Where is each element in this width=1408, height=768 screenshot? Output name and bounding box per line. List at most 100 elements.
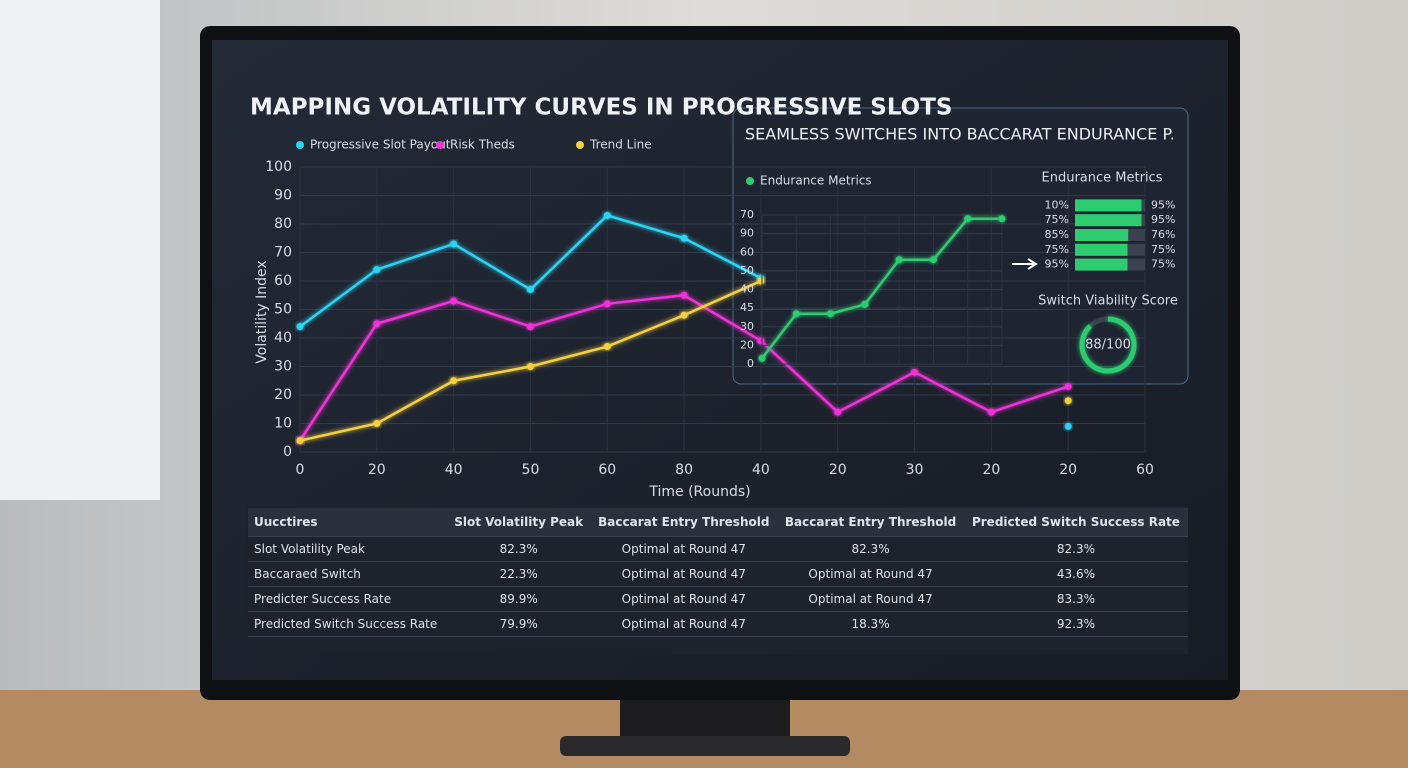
chart-title: MAPPING VOLATILITY CURVES IN PROGRESSIVE… [250,95,953,121]
table-cell: Predicter Success Rate [248,586,447,612]
panel-title: SEAMLESS SWITCHES INTO BACCARAT ENDURANC… [745,125,1175,144]
y-tick-label: 90 [740,227,754,240]
bar-category: 85% [1045,228,1069,241]
data-point [758,354,766,362]
data-point [1064,382,1072,390]
table-cell: Optimal at Round 47 [777,586,964,612]
gauge-label: 88/100 [1085,338,1131,353]
x-tick-label: 40 [752,462,770,478]
window [0,0,160,500]
table-cell: Optimal at Round 47 [590,561,778,587]
data-point [373,420,381,427]
bar [1075,258,1128,271]
data-point [827,310,835,318]
data-point [911,368,919,376]
y-tick-label: 0 [747,357,754,370]
data-point [757,277,765,285]
bar-category: 10% [1045,198,1069,211]
endurance-panel [732,107,1189,385]
data-point [373,320,381,328]
legend-label: Endurance Metrics [760,174,872,188]
table-cell: 82.3% [963,536,1188,562]
legend-label: Trend Line [589,138,652,152]
y-tick-label: 45 [740,301,754,314]
gauge-title: Switch Viability Score [1038,294,1178,309]
data-point [929,256,937,264]
x-tick-label: 40 [445,462,463,478]
table-cell: Slot Volatility Peak [248,536,447,562]
table-cell: 22.3% [446,561,591,587]
data-point [757,337,765,345]
data-point [603,343,611,351]
metrics-table: Uucctires Slot Volatility Peak Baccarat En… [248,508,1188,637]
legend-label: Risk Theds [450,138,515,152]
x-tick-label: 80 [675,462,693,478]
data-point [680,311,688,319]
data-point [450,240,458,248]
data-point [450,297,458,305]
table-cell: Predicted Switch Success Rate [248,611,447,637]
bar-value-label: 75% [1151,258,1175,271]
x-axis-label: Time (Rounds) [648,484,750,500]
data-point [895,256,903,264]
bar-category: 75% [1045,243,1069,256]
y-tick-label: 60 [740,245,754,258]
table-cell: Baccarat Entry Threshold [777,508,964,537]
data-point [526,323,534,331]
table-cell: 79.9% [446,611,591,637]
table-cell: Baccarat Entry Threshold [590,508,778,537]
y-tick-label: 90 [274,188,292,204]
data-point [296,323,304,331]
bar-value-label: 95% [1151,213,1175,226]
data-point [998,215,1006,223]
legend-swatch [296,141,304,149]
table-cell: 89.9% [446,586,591,612]
y-tick-label: 20 [274,387,292,403]
y-tick-label: 0 [283,444,292,460]
table-row: Predicted Switch Success Rate 79.9% Optima… [248,611,1188,637]
table-cell: Uucctires [248,508,447,537]
table-cell: 83.3% [963,586,1188,612]
data-point [526,363,534,370]
table-cell: 82.3% [446,536,591,562]
bar-category: 95% [1045,258,1069,271]
y-axis-label: Volatility Index [254,260,270,363]
x-tick-label: 20 [1059,462,1077,478]
data-point [373,266,381,274]
y-tick-label: 60 [274,273,292,289]
table-cell: 82.3% [777,536,964,562]
bars-title: Endurance Metrics [1042,171,1163,186]
y-tick-label: 80 [274,216,292,232]
y-tick-label: 30 [740,320,754,333]
table-cell: Optimal at Round 47 [590,536,778,562]
data-point [603,211,611,219]
data-point [450,377,458,385]
table-row: Predicter Success Rate 89.9% Optimal at Ro… [248,586,1188,612]
y-tick-label: 40 [274,330,292,346]
y-tick-label: 100 [265,159,292,175]
x-tick-label: 20 [982,462,1000,478]
data-point [861,300,869,308]
x-tick-label: 20 [829,462,847,478]
bar [1075,199,1142,212]
legend-swatch [436,141,444,149]
data-point [1064,397,1072,405]
x-tick-label: 60 [1136,462,1154,478]
table-cell: 18.3% [777,611,964,637]
arrow-head [1027,258,1038,270]
monitor-base [560,736,850,756]
table-cell: 92.3% [963,611,1188,637]
legend-swatch [746,177,754,185]
bar [1075,214,1142,227]
data-point [987,408,995,416]
data-point [526,286,534,294]
y-tick-label: 70 [740,208,754,221]
legend-swatch [576,141,584,149]
table-row: Uucctires Slot Volatility Peak Baccarat En… [248,508,1188,537]
data-point [964,215,972,223]
table-row: Baccaraed Switch 22.3% Optimal at Round 47… [248,561,1188,587]
bar [1075,243,1128,256]
x-tick-label: 50 [522,462,540,478]
